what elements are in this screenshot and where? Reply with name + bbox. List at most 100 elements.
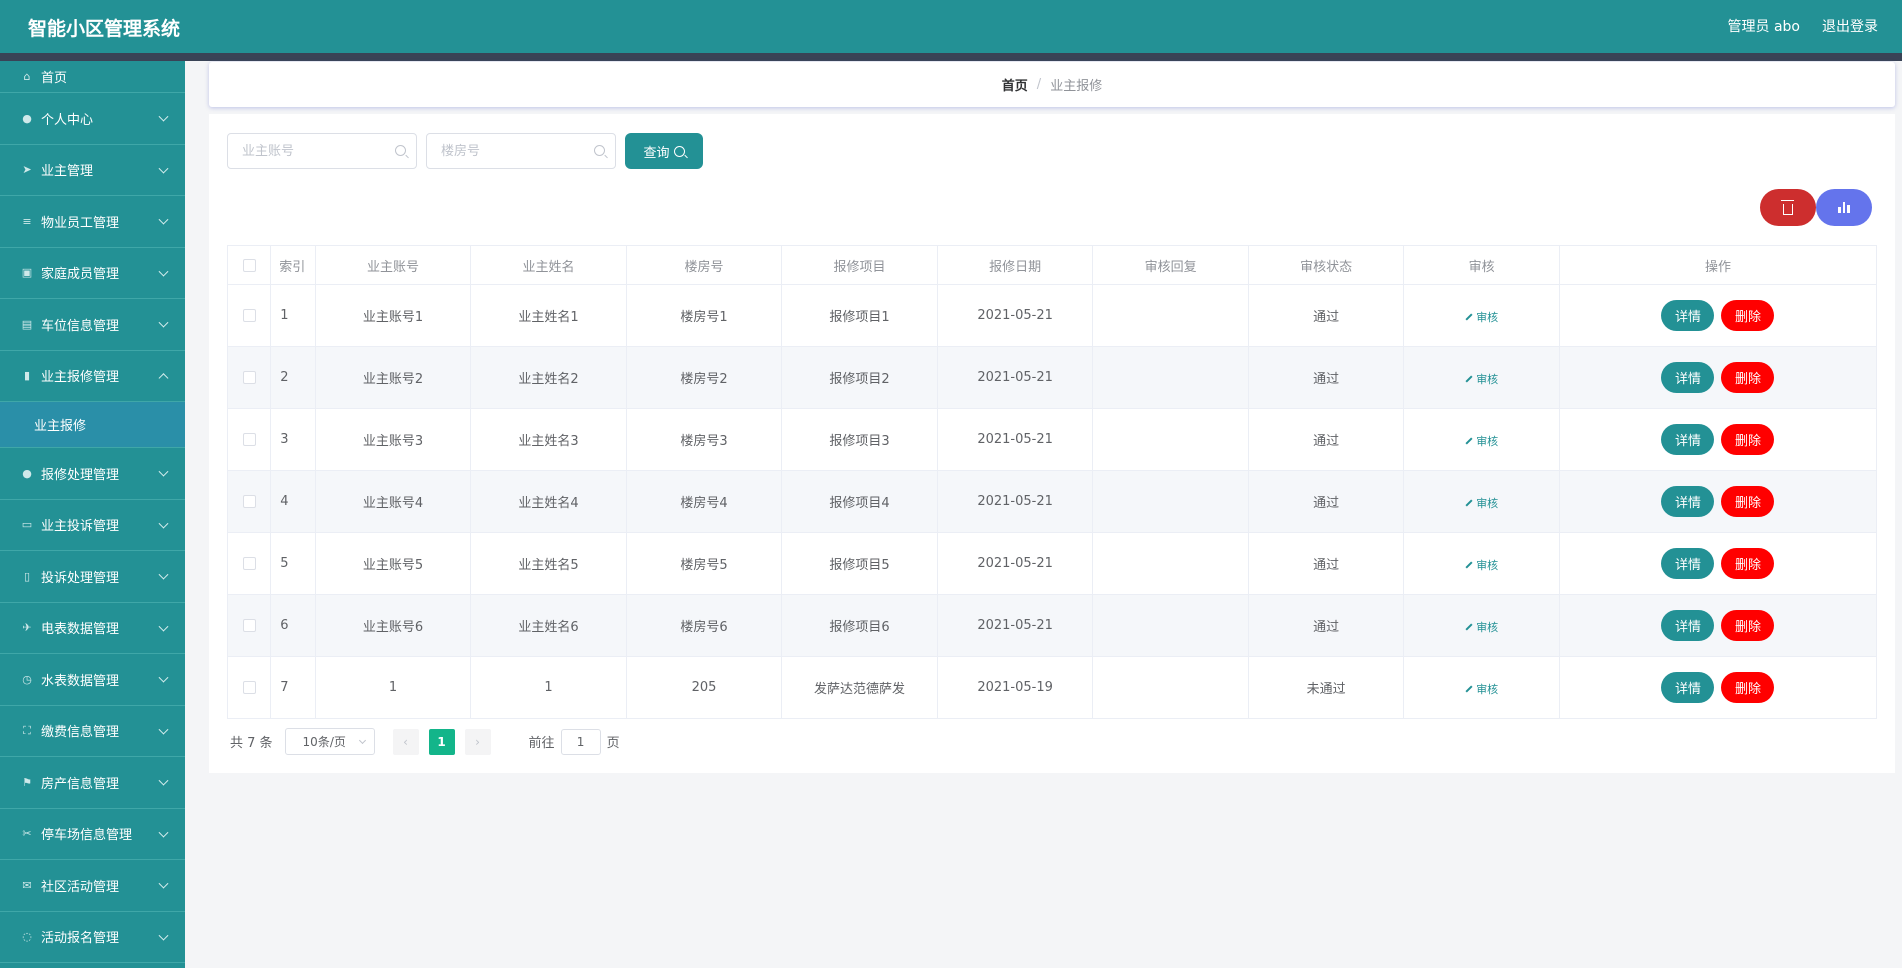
sidebar-item-home[interactable]: ⌂ 首页	[0, 61, 185, 93]
detail-button[interactable]: 详情	[1661, 300, 1715, 331]
row-checkbox[interactable]	[242, 309, 256, 322]
detail-button[interactable]: 详情	[1661, 672, 1715, 703]
cell-audit: 审核	[1403, 532, 1560, 595]
cell-audit-reply	[1092, 346, 1249, 409]
audit-link[interactable]: 审核	[1465, 433, 1498, 449]
search-icon	[673, 145, 685, 157]
audit-link[interactable]: 审核	[1465, 371, 1498, 387]
sidebar-subitem-owner-repair[interactable]: 业主报修	[0, 402, 185, 448]
row-select-cell	[226, 656, 272, 719]
sidebar-item-complaint-management[interactable]: ▭ 业主投诉管理	[0, 500, 185, 551]
page-number-button[interactable]: 1	[428, 728, 455, 755]
cell-audit: 审核	[1403, 408, 1560, 471]
query-button[interactable]: 查询	[625, 133, 703, 169]
delete-button[interactable]: 删除	[1721, 362, 1775, 393]
audit-label: 审核	[1476, 372, 1499, 386]
goto-page-input[interactable]	[560, 728, 601, 755]
sidebar-item-label: 停车场信息管理	[41, 828, 133, 844]
chat-icon: ▭	[21, 518, 33, 532]
breadcrumb-home[interactable]: 首页	[1001, 79, 1028, 94]
sidebar-item-owner-management[interactable]: ➤ 业主管理	[0, 145, 185, 196]
cell-room-number: 205	[625, 656, 783, 719]
sidebar-item-electricity-data[interactable]: ✈ 电表数据管理	[0, 603, 185, 654]
audit-link[interactable]: 审核	[1465, 619, 1498, 635]
row-checkbox[interactable]	[242, 557, 256, 570]
column-header: 审核	[1403, 245, 1560, 285]
detail-button[interactable]: 详情	[1661, 610, 1715, 641]
delete-button[interactable]: 删除	[1721, 548, 1775, 579]
sidebar-item-property-management[interactable]: ⚑ 房产信息管理	[0, 757, 185, 809]
sidebar-item-label: 首页	[41, 71, 68, 86]
sidebar-item-staff-management[interactable]: ≡ 物业员工管理	[0, 196, 185, 248]
sidebar-item-complaint-handling[interactable]: ▯ 投诉处理管理	[0, 551, 185, 603]
goto-prefix: 前往	[528, 736, 555, 751]
sidebar-item-activity-signup[interactable]: ◌ 活动报名管理	[0, 912, 185, 963]
sidebar-item-label: 活动报名管理	[41, 931, 120, 947]
detail-button[interactable]: 详情	[1661, 548, 1715, 579]
row-checkbox[interactable]	[242, 433, 256, 446]
sidebar-item-repair-management[interactable]: ▮ 业主报修管理	[0, 351, 185, 402]
row-checkbox[interactable]	[242, 495, 256, 508]
cell-repair-date: 2021-05-21	[936, 532, 1094, 595]
sidebar-item-payment-management[interactable]: ⛶ 缴费信息管理	[0, 706, 185, 757]
cell-repair-date: 2021-05-21	[936, 346, 1094, 409]
sidebar-item-label: 业主管理	[41, 164, 94, 180]
edit-icon	[1465, 436, 1473, 445]
statistics-button[interactable]	[1816, 189, 1872, 226]
sidebar-item-parking-space-management[interactable]: ▤ 车位信息管理	[0, 299, 185, 351]
row-select-cell	[226, 346, 272, 409]
cell-owner-account: 业主账号5	[314, 532, 472, 595]
cell-audit: 审核	[1403, 284, 1560, 347]
audit-link[interactable]: 审核	[1465, 681, 1498, 697]
owner-account-input[interactable]	[228, 134, 388, 168]
column-header: 审核回复	[1092, 245, 1249, 285]
cell-room-number: 楼房号2	[625, 346, 783, 409]
cell-repair-date: 2021-05-19	[936, 656, 1094, 719]
next-page-button[interactable]: ›	[464, 728, 491, 755]
page-size-select[interactable]: 10条/页	[284, 728, 375, 755]
detail-button[interactable]: 详情	[1661, 362, 1715, 393]
logout-link[interactable]: 退出登录	[1822, 19, 1878, 35]
sidebar-item-parking-lot-management[interactable]: ✂ 停车场信息管理	[0, 809, 185, 860]
row-checkbox[interactable]	[242, 681, 256, 694]
sidebar-item-community-activity[interactable]: ✉ 社区活动管理	[0, 860, 185, 912]
row-checkbox[interactable]	[242, 619, 256, 632]
delete-button[interactable]: 删除	[1721, 672, 1775, 703]
sidebar-item-label: 家庭成员管理	[41, 267, 120, 283]
chevron-down-icon	[158, 775, 169, 786]
delete-button[interactable]: 删除	[1721, 610, 1775, 641]
delete-button[interactable]: 删除	[1721, 486, 1775, 517]
table-row: 4 业主账号4 业主姓名4 楼房号4 报修项目4 2021-05-21 通过 审核 详情 删除	[226, 470, 1878, 533]
search-icon	[395, 145, 406, 156]
audit-link[interactable]: 审核	[1465, 495, 1498, 511]
message-icon: ✉	[22, 878, 32, 892]
fullscreen-icon: ⛶	[23, 723, 31, 737]
edit-icon	[1465, 560, 1473, 569]
detail-button[interactable]: 详情	[1661, 424, 1715, 455]
user-icon: ●	[22, 111, 32, 125]
repair-table: 索引 业主账号 业主姓名 楼房号 报修项目 报修日期 审核回复 审核状态 审核 …	[226, 245, 1878, 719]
sidebar-item-personal-center[interactable]: ● 个人中心	[0, 93, 185, 145]
column-header: 业主姓名	[470, 245, 627, 285]
audit-link[interactable]: 审核	[1465, 309, 1498, 325]
select-all-checkbox[interactable]	[242, 258, 256, 272]
edit-icon	[1465, 498, 1473, 507]
chevron-down-icon	[158, 569, 169, 580]
delete-button[interactable]: 删除	[1721, 300, 1775, 331]
column-header: 索引	[270, 245, 316, 285]
batch-delete-button[interactable]	[1760, 189, 1816, 226]
sidebar-item-repair-handling[interactable]: ● 报修处理管理	[0, 448, 185, 500]
sidebar-item-water-data[interactable]: ◷ 水表数据管理	[0, 654, 185, 706]
prev-page-button[interactable]: ‹	[392, 728, 419, 755]
detail-button[interactable]: 详情	[1661, 486, 1715, 517]
delete-button[interactable]: 删除	[1721, 424, 1775, 455]
column-header: 审核状态	[1247, 245, 1405, 285]
cell-audit-reply	[1092, 470, 1249, 533]
row-checkbox[interactable]	[242, 371, 256, 384]
cell-owner-name: 业主姓名2	[470, 346, 627, 409]
trash-icon	[1781, 199, 1794, 215]
sidebar-item-family-management[interactable]: ▣ 家庭成员管理	[0, 248, 185, 299]
room-number-input[interactable]	[427, 134, 587, 168]
audit-link[interactable]: 审核	[1465, 557, 1498, 573]
cell-repair-item: 报修项目1	[781, 284, 938, 347]
